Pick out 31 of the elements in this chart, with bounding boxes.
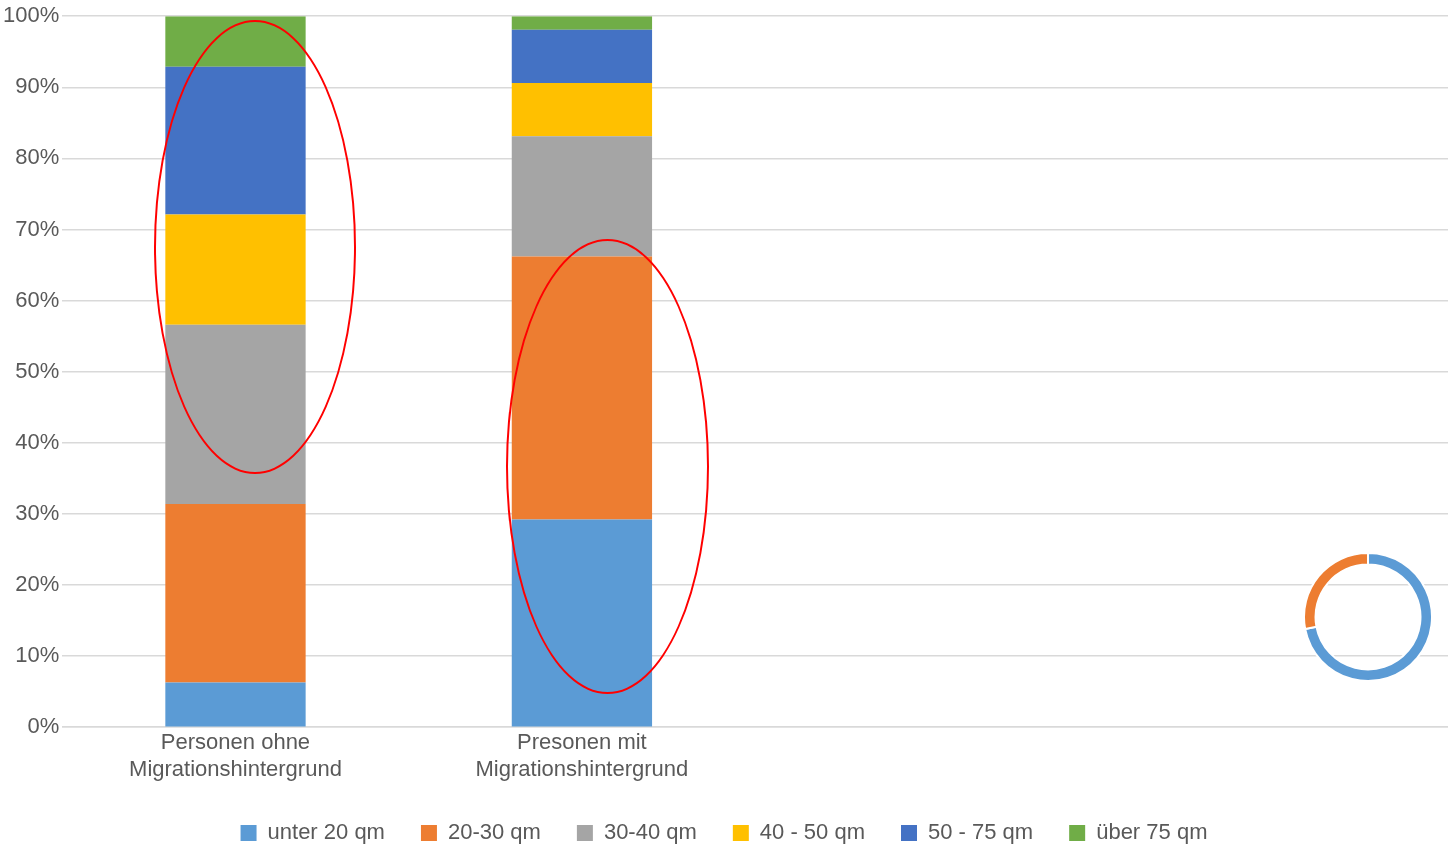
bar bbox=[165, 682, 306, 727]
legend-label: 30-40 qm bbox=[603, 819, 697, 845]
y-tick-label: 40% bbox=[15, 428, 60, 454]
bar bbox=[511, 256, 653, 520]
bar bbox=[511, 519, 653, 727]
y-tick-label: 80% bbox=[15, 144, 60, 170]
y-tick-label: 10% bbox=[15, 642, 60, 668]
legend-label: 40 - 50 qm bbox=[759, 819, 865, 845]
bar bbox=[511, 16, 653, 30]
bar bbox=[165, 324, 306, 504]
y-tick-label: 30% bbox=[15, 499, 60, 525]
bar bbox=[165, 66, 306, 215]
bar bbox=[165, 503, 306, 683]
y-tick-label: 70% bbox=[15, 215, 60, 241]
x-tick-label: Personen ohne Migrationshintergrund bbox=[129, 729, 342, 781]
y-tick-label: 0% bbox=[27, 713, 60, 739]
bar bbox=[511, 29, 653, 84]
legend-label: 20-30 qm bbox=[447, 819, 541, 845]
legend-label: über 75 qm bbox=[1096, 819, 1208, 845]
bar bbox=[165, 214, 306, 325]
legend-label: unter 20 qm bbox=[267, 819, 385, 845]
y-tick-label: 90% bbox=[15, 73, 60, 99]
y-tick-label: 20% bbox=[15, 571, 60, 597]
bar bbox=[165, 16, 306, 67]
bar bbox=[511, 136, 653, 257]
y-tick-label: 100% bbox=[2, 2, 60, 28]
bar bbox=[511, 83, 653, 137]
legend-label: 50 - 75 qm bbox=[928, 819, 1034, 845]
y-tick-label: 60% bbox=[15, 286, 60, 312]
y-tick-label: 50% bbox=[15, 357, 60, 383]
x-tick-label: Presonen mit Migrationshintergrund bbox=[475, 729, 689, 781]
